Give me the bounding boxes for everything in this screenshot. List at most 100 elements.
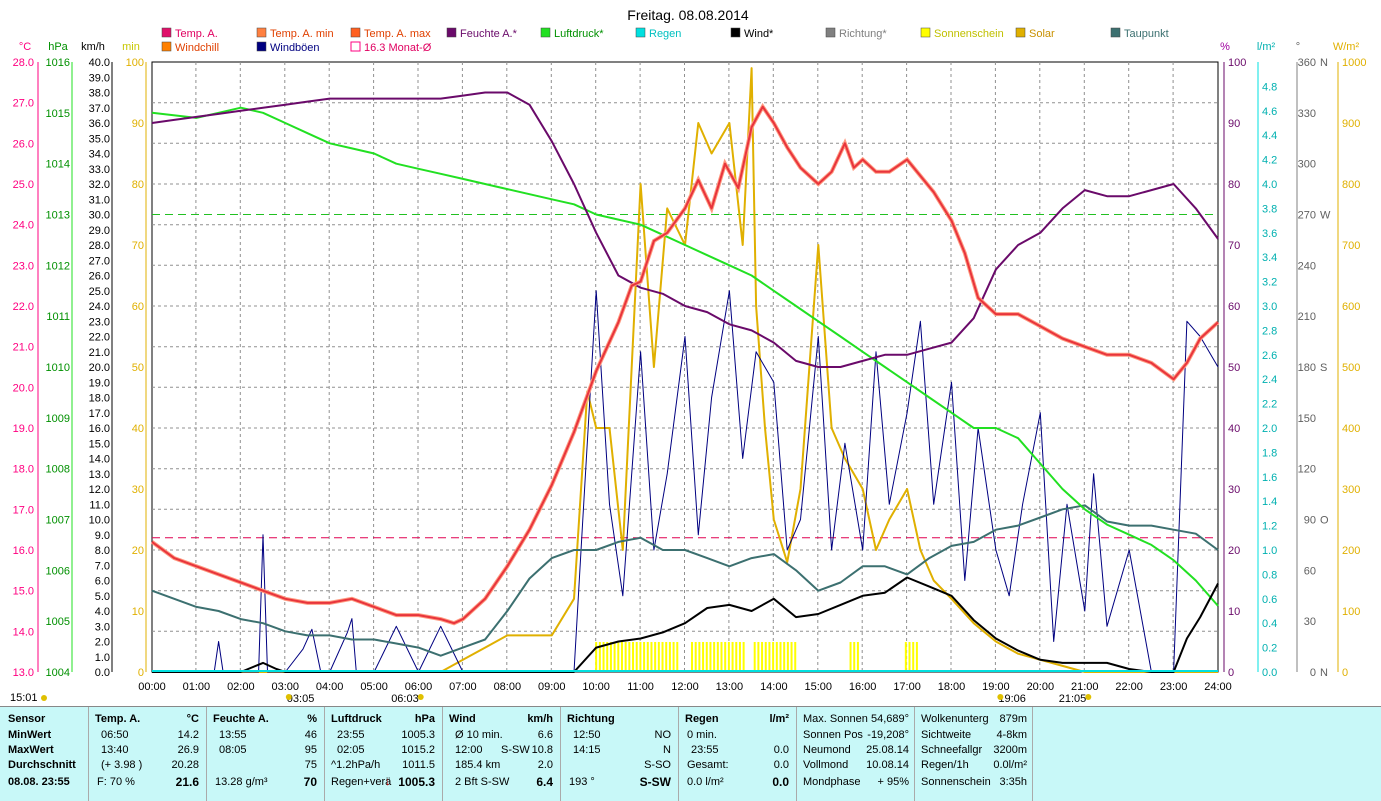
legend-swatch xyxy=(540,27,551,38)
legend-swatch xyxy=(161,27,172,38)
pressure-tick-label: 1016 xyxy=(46,57,70,69)
pressure-current-value: 1005.3 xyxy=(398,775,435,789)
legend-label: Wind* xyxy=(744,28,774,40)
minutes-tick-label: 80 xyxy=(132,179,144,191)
legend-swatch xyxy=(1015,27,1026,38)
rain-tick-label: 1.8 xyxy=(1262,447,1277,459)
wind-tick-label: 40.0 xyxy=(89,57,110,69)
chart-legend: Temp. A. Temp. A. min Temp. A. max Feuchte … xyxy=(161,27,1169,54)
legend-label: Solar xyxy=(1029,28,1055,40)
rain-tick-label: 3.6 xyxy=(1262,228,1277,240)
rain-tick-label: 1.0 xyxy=(1262,545,1277,557)
rain-tick-label: 0.8 xyxy=(1262,569,1277,581)
pressure-tick-label: 1011 xyxy=(46,311,70,323)
legend-swatch xyxy=(1110,27,1121,38)
sun-icon xyxy=(41,695,47,701)
pressure-min-time: 23:55 xyxy=(337,729,365,741)
humidity-header: Feuchte A. xyxy=(213,713,269,725)
x-tick-label: 11:00 xyxy=(627,681,654,693)
temp-min-value: 14.2 xyxy=(177,729,199,741)
wind-tick-label: 14.0 xyxy=(89,454,110,466)
rain-r2-value: 0.0 xyxy=(773,744,789,756)
legend-label: Temp. A. max xyxy=(364,28,431,40)
temp-tick-label: 24.0 xyxy=(13,220,34,232)
pressure-tick-label: 1008 xyxy=(46,464,70,476)
misc-value-5: 3:35h xyxy=(999,776,1027,788)
wind-tick-label: 35.0 xyxy=(89,133,110,145)
x-tick-label: 19:00 xyxy=(982,681,1010,693)
wind-tick-label: 25.0 xyxy=(89,286,110,298)
rain-tick-label: 4.0 xyxy=(1262,179,1277,191)
rain-tick-label: 3.8 xyxy=(1262,203,1277,215)
pressure-tick-label: 1010 xyxy=(46,362,70,374)
legend-swatch xyxy=(256,27,267,38)
temp-tick-label: 26.0 xyxy=(13,138,34,150)
legend-label: Temp. A. min xyxy=(270,28,334,40)
compass-label: N xyxy=(1320,667,1328,679)
solar-tick-label: 300 xyxy=(1342,484,1360,496)
direction-tick-label: 330 xyxy=(1298,108,1316,120)
direction-r3-value: S-SO xyxy=(644,759,671,771)
direction-tick-label: 30 xyxy=(1304,616,1316,628)
x-tick-label: 00:00 xyxy=(138,681,166,693)
x-tick-label: 06:00 xyxy=(405,681,433,693)
wind-tick-label: 6.0 xyxy=(95,576,110,588)
moon-icon xyxy=(997,694,1004,700)
avg-row-label: Durchschnitt xyxy=(8,759,76,771)
x-tick-label: 08:00 xyxy=(494,681,522,693)
solar-tick-label: 200 xyxy=(1342,545,1360,557)
direction-tick-label: 240 xyxy=(1298,260,1316,272)
pressure-max-value: 1015.2 xyxy=(401,744,435,756)
wind-unit: km/h xyxy=(527,713,553,725)
temp-a-series-line xyxy=(151,105,1219,625)
sensor-header: Sensor xyxy=(8,713,46,725)
temp-tick-label: 20.0 xyxy=(13,382,34,394)
pressure-trend-note: ^1.2hPa/h xyxy=(331,759,381,771)
max-row-label: MaxWert xyxy=(8,744,54,756)
solar-tick-label: 700 xyxy=(1342,240,1360,252)
humidity-current-note: 13.28 g/m³ xyxy=(215,776,268,788)
time-marker-label: 06:03 xyxy=(391,693,419,705)
temp-header: Temp. A. xyxy=(95,713,141,725)
wind-tick-label: 37.0 xyxy=(89,103,110,115)
x-tick-label: 24:00 xyxy=(1204,681,1232,693)
temp-tick-label: 23.0 xyxy=(13,260,34,272)
x-tick-label: 15:00 xyxy=(804,681,832,693)
wind-tick-label: 20.0 xyxy=(89,362,110,374)
direction-tick-label: 360 xyxy=(1298,57,1316,69)
direction-header: Richtung xyxy=(567,713,615,725)
rain-header: Regen xyxy=(685,713,719,725)
wind-tick-label: 7.0 xyxy=(95,560,110,572)
humidity-tick-label: 0 xyxy=(1228,667,1234,679)
humidity-max-time: 08:05 xyxy=(219,744,247,756)
temp-tick-label: 27.0 xyxy=(13,98,34,110)
wind-tick-label: 23.0 xyxy=(89,316,110,328)
humidity-tick-label: 10 xyxy=(1228,606,1240,618)
astro-value-3: 25.08.14 xyxy=(866,744,909,756)
rain-tick-label: 0.0 xyxy=(1262,667,1277,679)
temp-tick-label: 18.0 xyxy=(13,464,34,476)
solar-tick-label: 500 xyxy=(1342,362,1360,374)
minutes-tick-label: 60 xyxy=(132,301,144,313)
pressure-tick-label: 1005 xyxy=(46,616,70,628)
wind-tick-label: 1.0 xyxy=(95,652,110,664)
rain-tick-label: 3.4 xyxy=(1262,252,1277,264)
rain-r2-time: 23:55 xyxy=(691,744,719,756)
temp-tick-label: 14.0 xyxy=(13,626,34,638)
legend-label: Richtung* xyxy=(839,28,887,40)
minutes-tick-label: 10 xyxy=(132,606,144,618)
minutes-tick-label: 40 xyxy=(132,423,144,435)
wind-tick-label: 3.0 xyxy=(95,621,110,633)
wind-max-time: 12:00 xyxy=(455,744,483,756)
wind-tick-label: 11.0 xyxy=(89,499,110,511)
rain-tick-label: 0.4 xyxy=(1262,618,1277,630)
chart-title: Freitag. 08.08.2014 xyxy=(627,7,749,23)
wind-column: Wind km/h Ø 10 min. 6.6 12:00 S-SW 10.8 … xyxy=(442,707,561,801)
legend-swatch xyxy=(161,41,172,52)
wind-series-line xyxy=(152,576,1219,673)
x-tick-label: 12:00 xyxy=(671,681,699,693)
humidity-current-value: 70 xyxy=(303,775,317,789)
rain-current-value: 0.0 xyxy=(772,775,789,789)
misc-label-1: Wolkenunterg xyxy=(921,713,989,725)
